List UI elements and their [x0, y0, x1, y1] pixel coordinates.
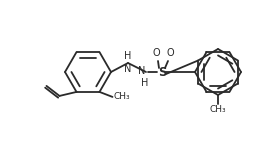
- Text: CH₃: CH₃: [113, 92, 130, 101]
- Text: H: H: [124, 51, 132, 61]
- Text: O: O: [152, 48, 160, 58]
- Text: H: H: [141, 78, 149, 88]
- Text: N: N: [138, 66, 145, 76]
- Text: N: N: [124, 64, 132, 74]
- Text: S: S: [158, 66, 166, 78]
- Text: O: O: [166, 48, 174, 58]
- Text: CH₃: CH₃: [210, 105, 226, 114]
